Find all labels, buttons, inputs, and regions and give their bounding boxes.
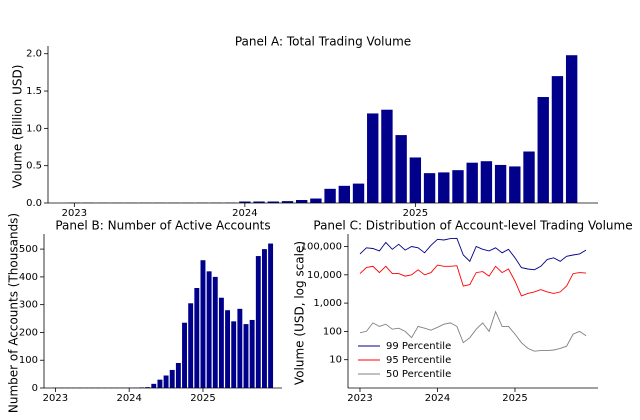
bar bbox=[268, 243, 274, 388]
bar bbox=[225, 310, 231, 388]
x-tick-label: 2024 bbox=[232, 208, 257, 219]
panel-title: Panel A: Total Trading Volume bbox=[235, 35, 411, 49]
bar bbox=[523, 151, 535, 203]
bar bbox=[281, 201, 294, 203]
bar bbox=[145, 387, 151, 388]
bar bbox=[338, 185, 350, 203]
bar bbox=[551, 76, 564, 203]
y-tick-label: 400 bbox=[19, 272, 38, 283]
bar bbox=[218, 297, 224, 388]
bar bbox=[182, 322, 187, 388]
bar bbox=[231, 321, 237, 388]
y-axis-label: Volume (Billion USD) bbox=[11, 65, 25, 189]
x-tick-label: 2024 bbox=[425, 393, 450, 404]
y-axis-label: Volume (USD, log scale) bbox=[293, 241, 307, 385]
y-tick-label: 1.5 bbox=[26, 86, 42, 97]
bar bbox=[243, 324, 249, 388]
bar bbox=[175, 363, 181, 388]
bar bbox=[206, 271, 212, 388]
y-tick-label: 200 bbox=[19, 327, 38, 338]
y-tick-label: 0.0 bbox=[26, 198, 42, 209]
y-tick-label: 100 bbox=[19, 355, 38, 366]
bar bbox=[452, 170, 464, 203]
y-tick-label: 500 bbox=[19, 244, 38, 255]
x-tick-label: 2023 bbox=[43, 393, 68, 404]
bar bbox=[188, 303, 194, 388]
bar bbox=[367, 113, 379, 203]
bar bbox=[163, 375, 169, 388]
x-tick-label: 2024 bbox=[116, 393, 141, 404]
y-tick-label: 0.5 bbox=[26, 161, 42, 172]
bar bbox=[537, 97, 549, 203]
y-tick-label: 300 bbox=[19, 300, 38, 311]
x-tick-label: 2023 bbox=[347, 393, 372, 404]
y-tick-label: 1.0 bbox=[26, 123, 42, 134]
line bbox=[359, 264, 587, 297]
y-tick-label: 10 bbox=[329, 355, 342, 366]
bar bbox=[239, 201, 251, 203]
bar bbox=[261, 249, 267, 388]
bar bbox=[324, 188, 336, 203]
bar bbox=[253, 201, 265, 203]
bar bbox=[169, 369, 175, 388]
bar bbox=[296, 200, 308, 203]
bar bbox=[423, 173, 436, 203]
x-tick-label: 2025 bbox=[190, 393, 215, 404]
bar bbox=[267, 201, 279, 203]
bar bbox=[565, 55, 578, 203]
panel-title: Panel B: Number of Active Accounts bbox=[55, 219, 270, 233]
y-tick-label: 100,000 bbox=[301, 242, 342, 253]
bar bbox=[310, 198, 322, 203]
panel-title: Panel C: Distribution of Account-level T… bbox=[313, 219, 632, 233]
y-tick-label: 1,000 bbox=[313, 298, 342, 309]
line bbox=[359, 237, 587, 271]
y-tick-label: 0 bbox=[32, 383, 38, 394]
legend-label: 99 Percentile bbox=[386, 341, 451, 352]
bar bbox=[157, 379, 163, 388]
bar bbox=[237, 308, 243, 388]
x-tick-label: 2023 bbox=[62, 208, 87, 219]
bar bbox=[200, 260, 206, 388]
bar bbox=[480, 161, 493, 203]
y-tick-label: 2.0 bbox=[26, 49, 42, 60]
bar bbox=[255, 256, 261, 388]
bar bbox=[509, 166, 521, 203]
line bbox=[359, 310, 587, 352]
bar bbox=[409, 157, 422, 203]
bar bbox=[438, 172, 450, 203]
y-tick-label: 10,000 bbox=[307, 270, 342, 281]
legend-label: 50 Percentile bbox=[386, 369, 451, 380]
y-tick-label: 100 bbox=[323, 326, 342, 337]
bar bbox=[352, 183, 365, 203]
bar bbox=[466, 162, 478, 203]
bar bbox=[395, 135, 407, 203]
bar bbox=[151, 383, 157, 388]
bar bbox=[212, 276, 218, 388]
x-tick-label: 2025 bbox=[502, 393, 527, 404]
bar bbox=[194, 288, 200, 388]
x-tick-label: 2025 bbox=[403, 208, 428, 219]
y-axis-label: Number of Accounts (Thousands) bbox=[7, 213, 21, 413]
legend-label: 95 Percentile bbox=[386, 355, 451, 366]
bar bbox=[494, 164, 507, 203]
bar bbox=[381, 109, 393, 203]
bar bbox=[249, 319, 255, 388]
